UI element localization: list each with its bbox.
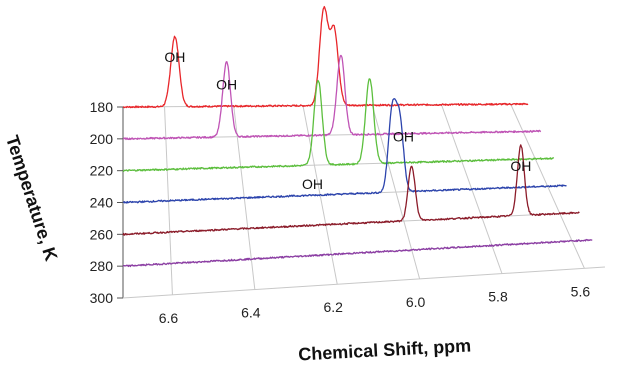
x-tick-label: 6.0 bbox=[406, 294, 426, 310]
x-tick-label: 5.6 bbox=[571, 283, 591, 299]
x-tick-label: 5.8 bbox=[488, 289, 508, 305]
y-tick-label: 200 bbox=[90, 131, 114, 147]
x-axis-title: Chemical Shift, ppm bbox=[298, 335, 472, 364]
oh-annotation: OH bbox=[302, 176, 323, 192]
y-tick-label: 260 bbox=[90, 226, 114, 242]
y-tick-label: 240 bbox=[90, 195, 114, 211]
spectra bbox=[122, 5, 593, 268]
spectrum-line-260 bbox=[122, 144, 580, 236]
oh-annotation: OH bbox=[164, 49, 185, 65]
x-tick-label: 6.6 bbox=[159, 310, 179, 326]
x-tick-label: 6.2 bbox=[323, 299, 343, 315]
spectrum-line-220 bbox=[122, 78, 555, 172]
spectrum-line-180 bbox=[122, 5, 529, 109]
spectrum-line-200 bbox=[122, 54, 542, 141]
x-tick-label: 6.4 bbox=[241, 305, 261, 321]
spectrum-line-280 bbox=[122, 238, 593, 268]
y-ticks: 180 200 220 240 260 280 300 bbox=[90, 99, 114, 306]
x-ticks: 6.6 6.4 6.2 6.0 5.8 5.6 bbox=[159, 283, 591, 325]
oh-annotation: OH bbox=[216, 77, 237, 93]
temperature-grid-line bbox=[122, 266, 606, 299]
annotations: OH OH OH OH OH bbox=[164, 49, 531, 192]
oh-annotation: OH bbox=[510, 158, 531, 174]
grid bbox=[117, 103, 606, 299]
y-tick-label: 180 bbox=[90, 99, 114, 115]
oh-annotation: OH bbox=[393, 129, 414, 145]
y-tick-label: 300 bbox=[90, 290, 114, 306]
y-axis-title: Temperature, K bbox=[2, 133, 61, 263]
spectrum-line-240 bbox=[122, 98, 567, 204]
y-tick-label: 220 bbox=[90, 163, 114, 179]
y-tick-label: 280 bbox=[90, 258, 114, 274]
